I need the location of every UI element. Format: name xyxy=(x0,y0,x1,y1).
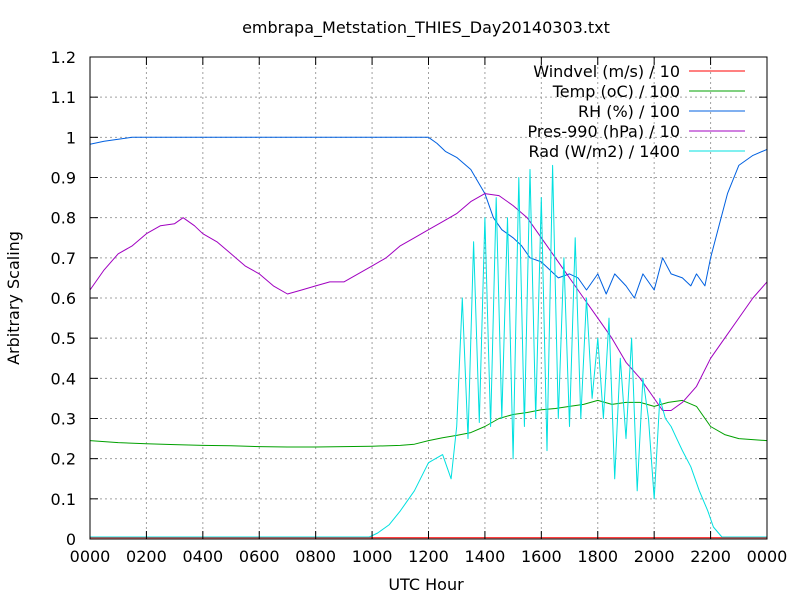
x-tick-label: 0800 xyxy=(295,547,336,566)
x-tick-label: 0200 xyxy=(126,547,167,566)
x-tick-label: 0600 xyxy=(239,547,280,566)
y-tick-label: 0.4 xyxy=(51,369,76,388)
x-tick-label: 0400 xyxy=(182,547,223,566)
x-tick-label: 1200 xyxy=(408,547,449,566)
y-tick-label: 0.8 xyxy=(51,209,76,228)
y-tick-label: 0.2 xyxy=(51,450,76,469)
y-tick-label: 0.9 xyxy=(51,169,76,188)
series-line-rh xyxy=(89,136,768,299)
legend-label: Rad (W/m2) / 1400 xyxy=(528,142,680,161)
x-tick-label: 0000 xyxy=(747,547,788,566)
legend-label: Pres-990 (hPa) / 10 xyxy=(528,122,680,141)
x-tick-label: 2200 xyxy=(690,547,731,566)
y-tick-label: 0.3 xyxy=(51,410,76,429)
chart-title: embrapa_Metstation_THIES_Day20140303.txt xyxy=(242,18,610,38)
legend-label: RH (%) / 100 xyxy=(578,102,680,121)
y-tick-label: 1.2 xyxy=(51,48,76,67)
y-tick-label: 1 xyxy=(66,128,76,147)
x-tick-label: 2000 xyxy=(634,547,675,566)
legend-label: Temp (oC) / 100 xyxy=(552,82,680,101)
series-line-rad xyxy=(90,164,767,538)
y-tick-label: 0.6 xyxy=(51,289,76,308)
x-tick-label: 1600 xyxy=(521,547,562,566)
x-tick-label: 1000 xyxy=(352,547,393,566)
y-tick-label: 1.1 xyxy=(51,88,76,107)
x-tick-label: 0000 xyxy=(70,547,111,566)
x-axis-label: UTC Hour xyxy=(388,575,464,594)
y-tick-label: 0.7 xyxy=(51,249,76,268)
axis-ticks: 0 0.1 0.2 0.3 0.4 0.5 0.6 0.7 0.8 0.9 1 1.1 1.2 0000 0… xyxy=(51,48,788,566)
series-line-temp xyxy=(89,399,768,448)
x-tick-label: 1400 xyxy=(465,547,506,566)
y-tick-label: 0 xyxy=(66,530,76,549)
legend-label: Windvel (m/s) / 10 xyxy=(533,62,680,81)
y-tick-label: 0.1 xyxy=(51,490,76,509)
y-axis-label: Arbitrary Scaling xyxy=(4,231,23,365)
x-tick-label: 1800 xyxy=(577,547,618,566)
y-tick-label: 0.5 xyxy=(51,329,76,348)
